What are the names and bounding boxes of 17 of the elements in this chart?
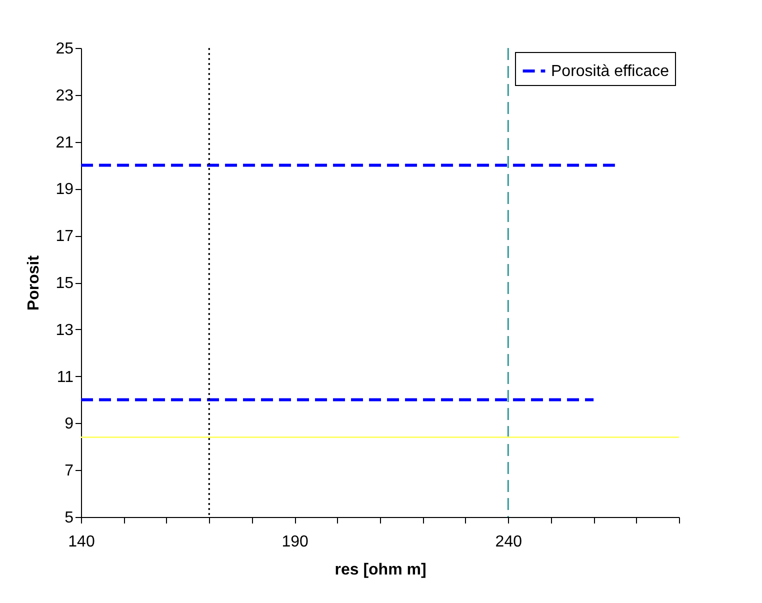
x-axis-title: res [ohm m] (334, 562, 426, 578)
x-tick-label: 240 (495, 534, 522, 550)
y-tick-label: 23 (56, 87, 74, 104)
x-tick-label: 190 (282, 534, 309, 550)
y-tick-label: 9 (64, 416, 74, 433)
y-tick-label: 19 (56, 181, 74, 198)
y-tick-label: 25 (56, 40, 74, 58)
y-tick-label: 5 (64, 510, 74, 526)
y-tick-label: 21 (56, 134, 74, 152)
x-tick-label: 140 (68, 534, 95, 550)
y-axis-title: Porosit (26, 254, 43, 311)
legend-label: Porosità efficace (551, 63, 670, 80)
y-tick-label: 15 (56, 275, 74, 292)
y-tick-label: 11 (56, 368, 74, 386)
y-tick-label: 17 (56, 228, 74, 246)
y-tick-label: 13 (56, 322, 74, 339)
y-tick-label: 7 (64, 462, 74, 480)
